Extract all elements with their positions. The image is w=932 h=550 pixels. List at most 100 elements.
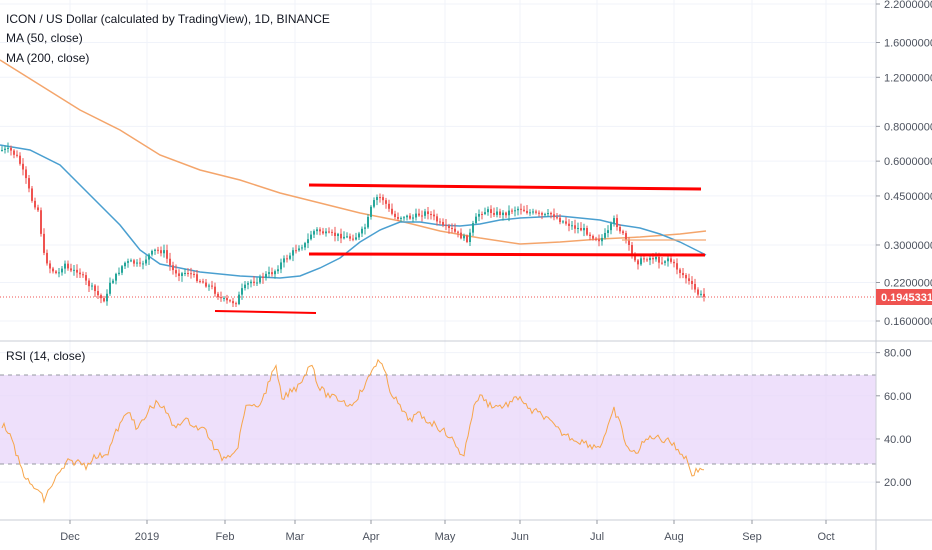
candle (550, 211, 552, 219)
last-price-tag (876, 289, 932, 305)
candle (211, 280, 213, 290)
candle (460, 228, 462, 240)
candle (148, 253, 150, 265)
candle (232, 297, 234, 307)
candle (532, 208, 534, 215)
candle (430, 211, 432, 220)
candle (34, 197, 36, 210)
candle (391, 203, 393, 216)
candle (136, 259, 138, 267)
candle (382, 194, 384, 205)
candle (142, 260, 144, 270)
candle (16, 150, 18, 158)
rsi-line (1, 358, 705, 504)
candle (319, 227, 321, 236)
channel-top-line[interactable] (308, 183, 702, 191)
candle (667, 255, 669, 267)
candle (106, 289, 108, 306)
candle (610, 221, 612, 235)
candle (523, 205, 525, 213)
candle (28, 175, 30, 193)
time-tick-label: Aug (664, 531, 684, 543)
candle (607, 225, 609, 238)
candle (538, 210, 540, 217)
candle (616, 214, 618, 231)
candle (97, 285, 99, 300)
rsi-band (0, 375, 876, 464)
candle (409, 213, 411, 220)
candle (253, 275, 255, 286)
candle (160, 246, 162, 257)
candle (202, 278, 204, 284)
candle (526, 204, 528, 215)
candle (262, 272, 264, 284)
candle (22, 158, 24, 176)
candle (556, 213, 558, 220)
candle (19, 152, 21, 166)
candle (511, 208, 513, 215)
candle (397, 212, 399, 221)
candle (595, 236, 597, 242)
candle (220, 291, 222, 302)
candle (412, 214, 414, 223)
candle (223, 296, 225, 302)
candle (181, 271, 183, 282)
candle (544, 212, 546, 217)
candle (31, 186, 33, 203)
time-tick-label: Feb (216, 531, 235, 543)
candle (115, 272, 117, 285)
candle (601, 234, 603, 246)
candle (196, 269, 198, 283)
candle (13, 149, 15, 159)
candle (79, 268, 81, 279)
candle (565, 217, 567, 226)
candle (343, 231, 345, 240)
candle (694, 278, 696, 293)
candle (244, 280, 246, 291)
candle (85, 272, 87, 286)
candle (574, 219, 576, 234)
candle (292, 247, 294, 262)
candle (436, 213, 438, 226)
price-axis[interactable]: 2.2000000 1.6000000 1.2000000 0.8000000 0.60… (876, 0, 932, 328)
candle (91, 282, 93, 291)
candle (433, 209, 435, 221)
rsi-axis[interactable]: 80.00 60.00 40.00 20.00 (876, 348, 912, 489)
candle (619, 224, 621, 234)
candle (61, 265, 63, 276)
candle (481, 211, 483, 220)
candle (589, 232, 591, 241)
candle (127, 258, 129, 268)
candle (355, 232, 357, 241)
candle (67, 260, 69, 271)
channel-bottom-line[interactable] (308, 252, 706, 257)
candle (403, 215, 405, 221)
candle (112, 278, 114, 284)
candle (277, 265, 279, 274)
candle (670, 255, 672, 264)
candle (235, 301, 237, 308)
candle (124, 261, 126, 269)
candle (304, 241, 306, 251)
candle (673, 259, 675, 268)
candle (358, 231, 360, 241)
candle (622, 229, 624, 236)
candle (322, 227, 324, 235)
candle (82, 271, 84, 278)
time-axis[interactable]: Dec 2019 Feb Mar Apr May Jun Jul Aug Sep Oct (60, 520, 835, 543)
candle (541, 211, 543, 220)
candle (469, 228, 471, 247)
candle (298, 245, 300, 252)
candle (10, 145, 12, 156)
candle (508, 205, 510, 222)
candle (676, 258, 678, 275)
support-line[interactable] (214, 310, 317, 314)
candle (448, 223, 450, 234)
candle (238, 291, 240, 306)
price-tick-label: 0.3000000 (884, 240, 932, 252)
candle (40, 207, 42, 237)
candle (580, 222, 582, 232)
candle (646, 257, 648, 263)
candle (445, 219, 447, 231)
